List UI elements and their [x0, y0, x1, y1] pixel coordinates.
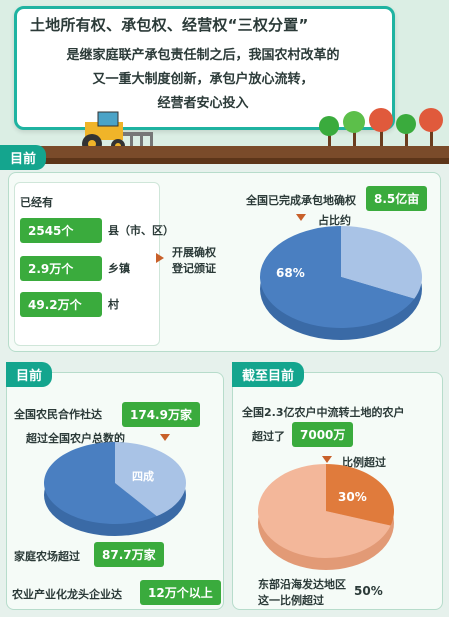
arrow-right-icon: [156, 253, 164, 263]
coop-label: 全国农民合作社达: [14, 408, 102, 421]
coop-value: 174.9万家: [122, 402, 200, 427]
east-line-1: 东部沿海发达地区: [258, 578, 346, 591]
coop-share-label: 超过全国农户总数的: [26, 432, 125, 445]
pie-chart-3: [258, 464, 394, 570]
pie-slice-main: [326, 464, 394, 526]
pie-slice-main: [115, 442, 186, 517]
pie-slice-main: [260, 226, 415, 328]
section3-tag: 截至目前: [232, 362, 305, 387]
east-line-2: 这一比例超过: [258, 594, 324, 607]
east-percent: 50%: [354, 584, 383, 598]
village-unit: 村: [108, 298, 119, 311]
transfer-value: 7000万: [292, 422, 354, 447]
pie1-percent-label: 68%: [276, 266, 305, 280]
intro-line-1: 是继家庭联产承包责任制之后，我国农村改革的: [66, 48, 340, 63]
farm-value: 87.7万家: [94, 542, 164, 567]
intro-line-2: 又一重大制度创新，承包户放心流转，: [92, 72, 314, 87]
county-count: 2545个: [20, 218, 102, 243]
triangle-down-icon: [322, 456, 332, 463]
farm-label: 家庭农场超过: [14, 550, 80, 563]
intro-line-3: 经营者安心投入: [157, 96, 249, 111]
ratio-label: 比例超过: [342, 456, 386, 469]
transfer-line-1: 全国2.3亿农户中流转土地的农户: [242, 406, 405, 419]
completed-label: 全国已完成承包地确权: [246, 194, 356, 207]
pie-slice-rest: [341, 226, 422, 299]
pie-slice-rest: [43, 442, 157, 524]
triangle-down-icon: [296, 214, 306, 221]
pie3-percent-label: 30%: [338, 490, 367, 504]
ground-strip: [0, 146, 449, 160]
action-line-2: 登记颁证: [172, 262, 216, 275]
action-line-1: 开展确权: [172, 246, 216, 259]
pie-chart-1: [260, 226, 422, 340]
share-label: 占比约: [318, 214, 351, 227]
county-unit: 县（市、区）: [108, 224, 174, 237]
section1-tag: 目前: [0, 145, 47, 170]
ground-soil: [0, 158, 449, 164]
header-card: [14, 6, 395, 130]
pie2-label: 四成: [132, 470, 154, 483]
township-count: 2.9万个: [20, 256, 102, 281]
farm-illustration: [82, 108, 443, 154]
leader-label: 农业产业化龙头企业达: [12, 588, 122, 601]
completed-value: 8.5亿亩: [366, 186, 428, 211]
township-unit: 乡镇: [108, 262, 130, 275]
pie-chart-2: [43, 442, 186, 536]
transfer-line-2: 超过了: [252, 430, 285, 443]
triangle-down-icon: [160, 434, 170, 441]
pie-slice-rest: [258, 464, 391, 558]
leader-value: 12万个以上: [140, 580, 221, 605]
section2-tag: 目前: [6, 362, 53, 387]
page-title: 土地所有权、承包权、经营权“三权分置”: [30, 16, 309, 34]
trees-icon: [319, 108, 443, 148]
already-label: 已经有: [20, 196, 53, 209]
village-count: 49.2万个: [20, 292, 102, 317]
